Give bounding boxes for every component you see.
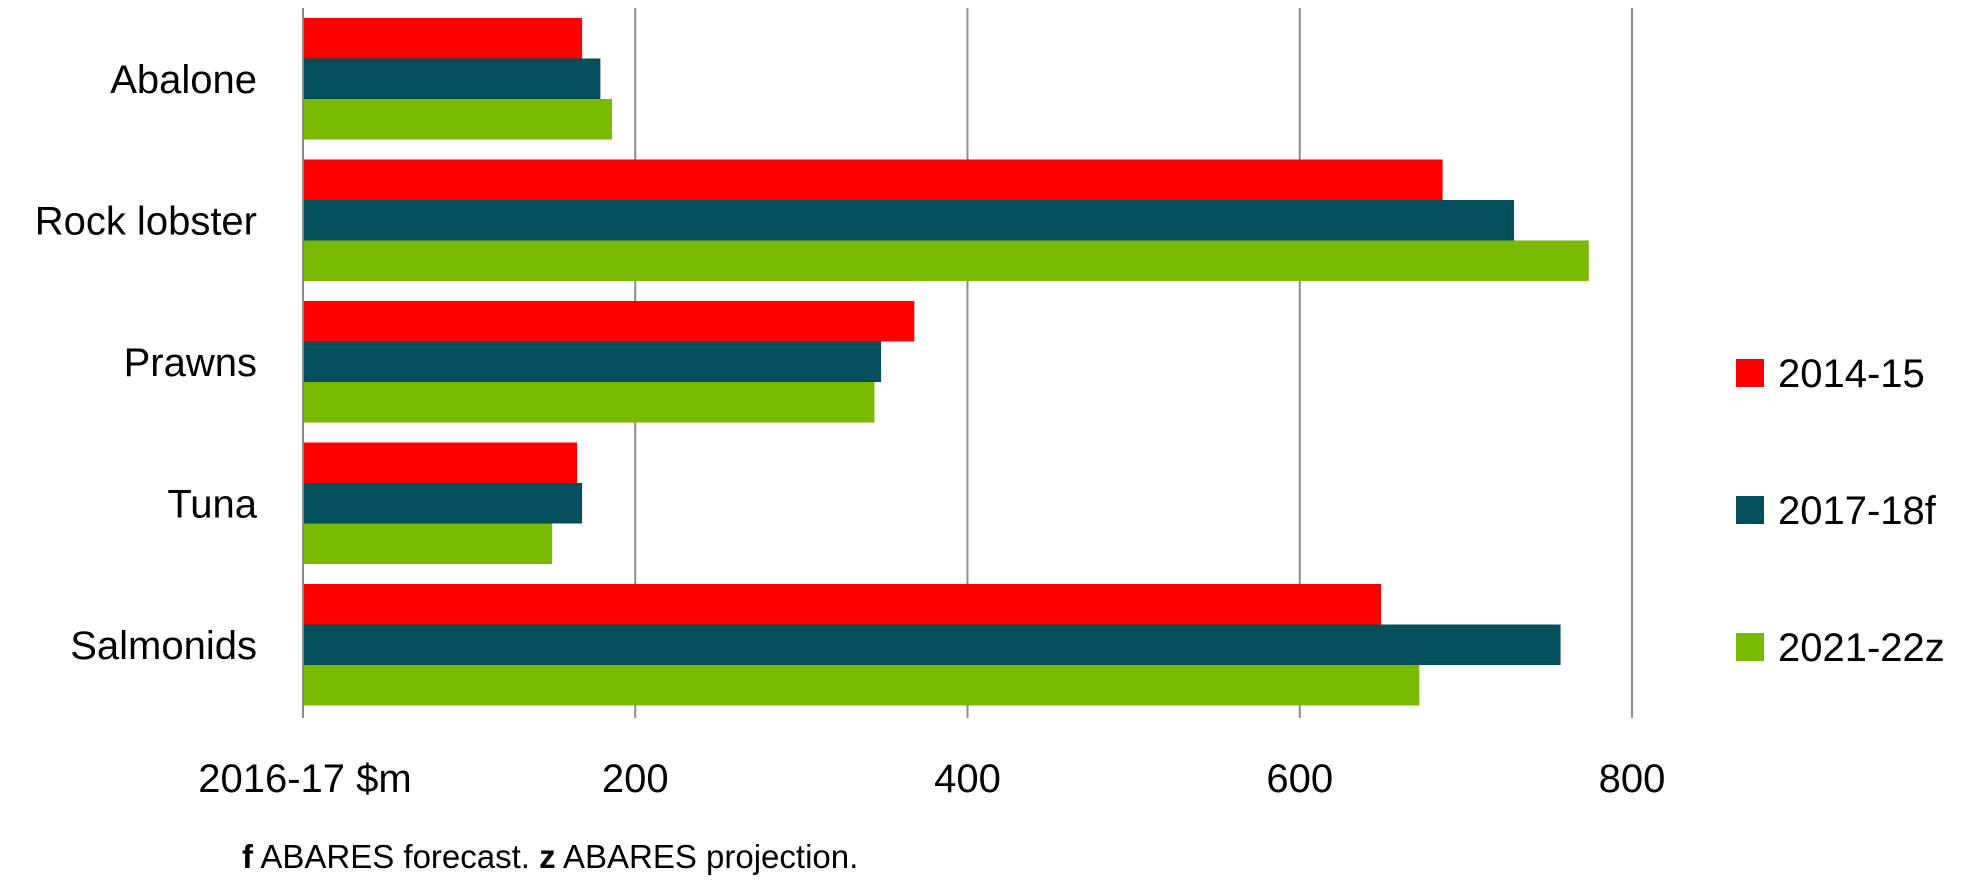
bar-abalone-2017-18f <box>304 58 601 99</box>
x-tick-labels: 200 400 600 800 <box>602 757 1666 801</box>
legend-swatch <box>1736 633 1764 661</box>
bar-tuna-2014-15 <box>304 442 578 483</box>
bars <box>304 18 1589 706</box>
bar-prawns-2014-15 <box>304 301 915 342</box>
bar-rock-lobster-2014-15 <box>304 159 1443 200</box>
bar-tuna-2017-18f <box>304 483 583 524</box>
footnote-f-marker: f <box>242 838 253 875</box>
bar-salmonids-2021-22z <box>304 665 1420 706</box>
legend-label: 2017-18f <box>1778 489 1937 533</box>
category-label: Salmonids <box>70 624 257 668</box>
x-tick-label: 600 <box>1266 757 1333 801</box>
footnote-z-text: ABARES projection. <box>555 838 859 875</box>
category-label: Prawns <box>124 341 257 385</box>
bar-prawns-2017-18f <box>304 341 882 382</box>
x-tick-label: 400 <box>934 757 1001 801</box>
bar-prawns-2021-22z <box>304 382 875 423</box>
footnote-z-marker: z <box>539 838 556 875</box>
category-label: Tuna <box>167 482 257 526</box>
footnote: f ABARES forecast. z ABARES projection. <box>242 838 858 876</box>
legend-swatch <box>1736 359 1764 387</box>
bar-abalone-2021-22z <box>304 99 612 140</box>
bar-tuna-2021-22z <box>304 523 553 564</box>
x-tick-label: 200 <box>602 757 669 801</box>
legend-label: 2021-22z <box>1778 626 1945 670</box>
legend: 2014-15 2017-18f 2021-22z <box>1736 352 1945 670</box>
legend-swatch <box>1736 496 1764 524</box>
category-labels: Abalone Rock lobster Prawns Tuna Salmonids <box>35 58 258 668</box>
x-tick-label: 800 <box>1599 757 1666 801</box>
x-axis-label: 2016-17 $m <box>198 757 411 801</box>
category-label: Rock lobster <box>35 199 257 243</box>
category-label: Abalone <box>110 58 257 102</box>
bar-abalone-2014-15 <box>304 18 583 59</box>
bar-salmonids-2017-18f <box>304 624 1561 665</box>
footnote-f-text: ABARES forecast. <box>253 838 540 875</box>
bar-salmonids-2014-15 <box>304 584 1382 625</box>
legend-label: 2014-15 <box>1778 352 1925 396</box>
bar-rock-lobster-2017-18f <box>304 200 1515 241</box>
bar-rock-lobster-2021-22z <box>304 240 1589 281</box>
